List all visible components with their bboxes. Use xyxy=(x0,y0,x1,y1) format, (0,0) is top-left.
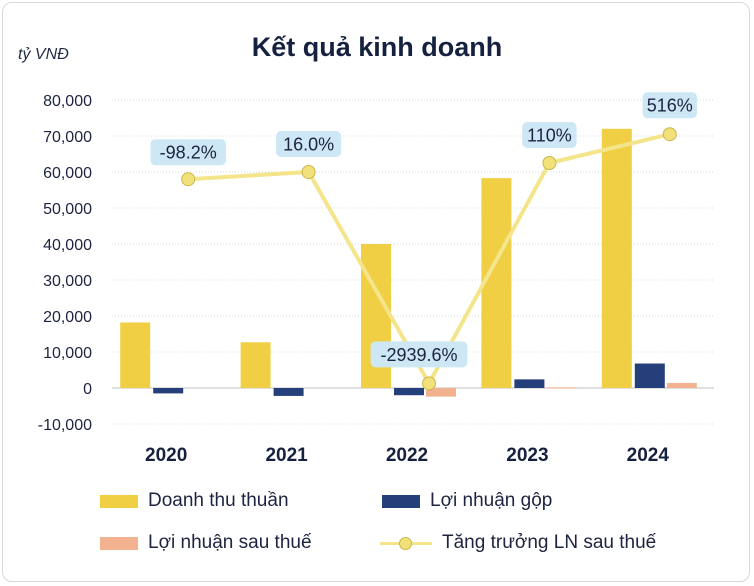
bar-net-profit xyxy=(546,387,577,389)
growth-marker xyxy=(301,165,316,179)
y-tick-label: 50,000 xyxy=(43,201,92,218)
chart-title: Kết quả kinh doanh xyxy=(251,32,503,62)
growth-marker xyxy=(662,127,677,142)
legend-swatch-revenue xyxy=(100,494,138,508)
unit-label: tỷ VNĐ xyxy=(18,46,69,63)
bar-gross-profit xyxy=(273,388,304,396)
bar-net-profit xyxy=(666,382,697,388)
legend-label-gross-profit: Lợi nhuận gộp xyxy=(430,490,553,511)
growth-label-box xyxy=(370,341,468,368)
growth-marker xyxy=(181,172,196,187)
growth-label: 16.0% xyxy=(283,135,334,155)
bar-net-profit xyxy=(426,388,456,397)
y-tick-label: 30,000 xyxy=(43,273,92,290)
bar-gross-profit xyxy=(394,388,424,396)
legend-label-growth: Tăng trưởng LN sau thuế xyxy=(442,532,657,553)
legend-item-net-profit: Lợi nhuận sau thuế xyxy=(100,532,312,554)
legend-label-revenue: Doanh thu thuần xyxy=(148,490,289,511)
bar-revenue xyxy=(481,178,512,388)
growth-label: -2939.6% xyxy=(380,345,457,365)
legend-label-net-profit: Lợi nhuận sau thuế xyxy=(148,532,312,553)
legend-swatch-growth xyxy=(380,536,432,550)
y-tick-label: -10,000 xyxy=(38,417,92,434)
y-tick-label: 20,000 xyxy=(43,309,92,326)
growth-label: 516% xyxy=(647,96,693,116)
x-tick-label: 2023 xyxy=(506,445,548,466)
y-tick-label: 0 xyxy=(83,381,92,398)
growth-label: 110% xyxy=(527,126,572,146)
growth-marker xyxy=(422,376,436,391)
legend-item-growth: Tăng trưởng LN sau thuế xyxy=(380,532,656,554)
bar-gross-profit xyxy=(634,363,665,388)
bar-revenue xyxy=(120,322,151,388)
legend-item-revenue: Doanh thu thuần xyxy=(100,490,289,512)
legend-swatch-gross-profit xyxy=(382,494,420,508)
growth-marker xyxy=(542,156,557,170)
x-tick-label: 2022 xyxy=(386,445,428,466)
bar-gross-profit xyxy=(514,379,545,388)
legend-swatch-net-profit xyxy=(100,536,138,550)
bar-gross-profit xyxy=(153,388,184,394)
growth-label-box xyxy=(276,131,342,157)
legend: Doanh thu thuần Lợi nhuận gộp Lợi nhuận … xyxy=(100,482,720,572)
y-tick-label: 80,000 xyxy=(43,93,92,110)
growth-label-box xyxy=(642,92,697,119)
y-tick-label: 10,000 xyxy=(43,345,92,362)
y-tick-label: 40,000 xyxy=(43,237,92,254)
y-tick-label: 70,000 xyxy=(43,129,92,146)
x-tick-label: 2020 xyxy=(145,445,187,466)
y-tick-label: 60,000 xyxy=(43,165,92,182)
bar-revenue xyxy=(601,128,632,389)
growth-label: -98.2% xyxy=(160,143,217,163)
growth-label-box xyxy=(522,122,577,148)
x-tick-label: 2021 xyxy=(265,445,308,466)
x-tick-label: 2024 xyxy=(627,445,670,466)
legend-item-gross-profit: Lợi nhuận gộp xyxy=(382,490,552,512)
growth-label-box xyxy=(150,139,226,166)
bar-revenue xyxy=(240,342,271,388)
